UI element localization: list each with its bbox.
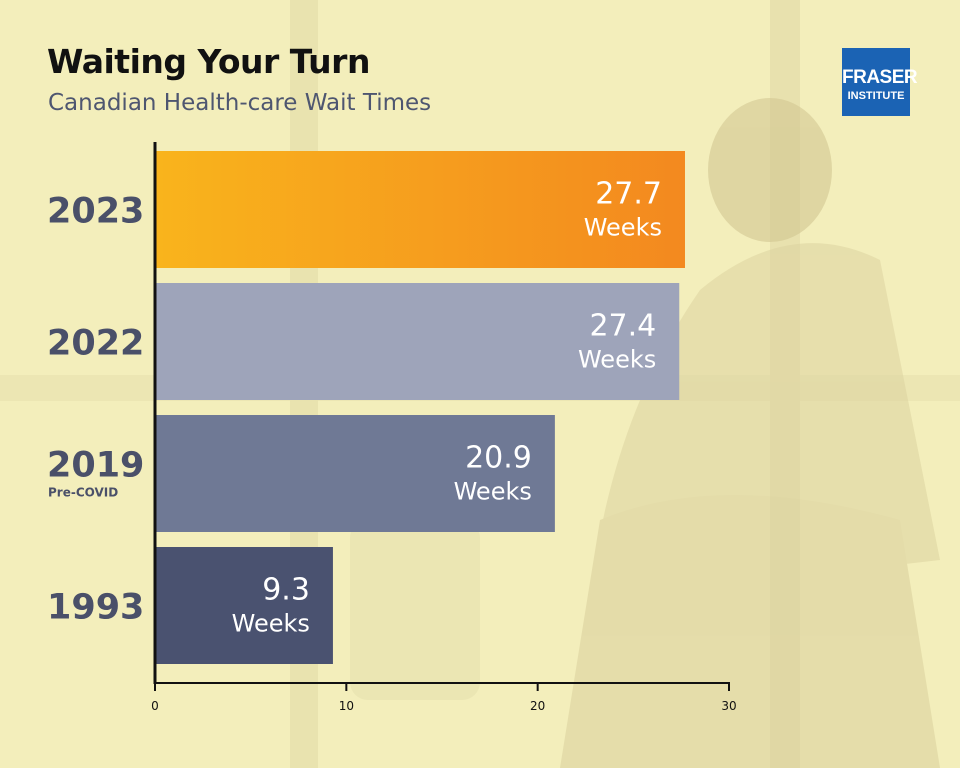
chart-title: Waiting Your Turn (47, 42, 370, 81)
bar-1993 (155, 547, 333, 664)
value-label-2019: 20.9 (465, 441, 532, 476)
unit-label-1993: Weeks (232, 610, 310, 638)
logo-line-1: FRASER (842, 67, 918, 88)
logo-line-2: INSTITUTE (847, 90, 905, 102)
bar-2022 (155, 283, 680, 400)
category-label-2023: 2023 (47, 192, 144, 232)
category-label-1993: 1993 (47, 588, 144, 628)
unit-label-2023: Weeks (584, 214, 662, 242)
value-label-1993: 9.3 (262, 573, 310, 608)
bars-group (155, 151, 685, 664)
bar-2023 (155, 151, 685, 268)
value-label-2023: 27.7 (595, 177, 662, 212)
x-tick-label-20: 20 (530, 699, 545, 713)
bar-2019 (155, 415, 555, 532)
x-tick-label-10: 10 (339, 699, 354, 713)
unit-label-2022: Weeks (578, 346, 656, 374)
category-label-2022: 2022 (47, 324, 144, 364)
category-label-2019: 2019 (47, 446, 144, 486)
x-tick-label-30: 30 (721, 699, 736, 713)
x-tick-label-0: 0 (151, 699, 159, 713)
category-sublabel-2019: Pre-COVID (48, 486, 118, 500)
unit-label-2019: Weeks (454, 478, 532, 506)
fraser-institute-logo: FRASER INSTITUTE (842, 48, 918, 116)
x-axis: 0 10 20 30 (151, 142, 737, 713)
value-label-2022: 27.4 (589, 309, 656, 344)
chart-subtitle: Canadian Health-care Wait Times (48, 90, 432, 116)
